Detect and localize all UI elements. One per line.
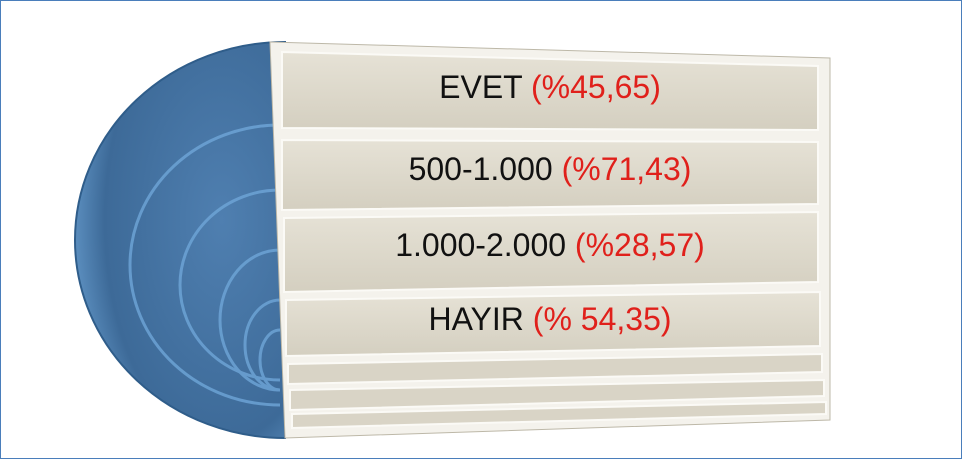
row-text: 500-1.000 (%71,43) — [409, 151, 692, 187]
row-percent: (% 54,35) — [533, 301, 672, 337]
row-percent: (%45,65) — [531, 69, 661, 105]
row-text: 1.000-2.000 (%28,57) — [395, 227, 705, 263]
row-label: EVET — [439, 69, 522, 105]
row-label: HAYIR — [428, 301, 523, 337]
row-label: 1.000-2.000 — [395, 227, 566, 263]
disc-rings — [128, 123, 281, 407]
rows — [281, 50, 827, 430]
row-text: EVET (%45,65) — [439, 69, 661, 105]
half-disc — [74, 40, 286, 440]
row-label: 500-1.000 — [409, 151, 553, 187]
row-percent: (%71,43) — [562, 151, 692, 187]
row-percent: (%28,57) — [575, 227, 705, 263]
row-text: HAYIR (% 54,35) — [428, 301, 671, 337]
